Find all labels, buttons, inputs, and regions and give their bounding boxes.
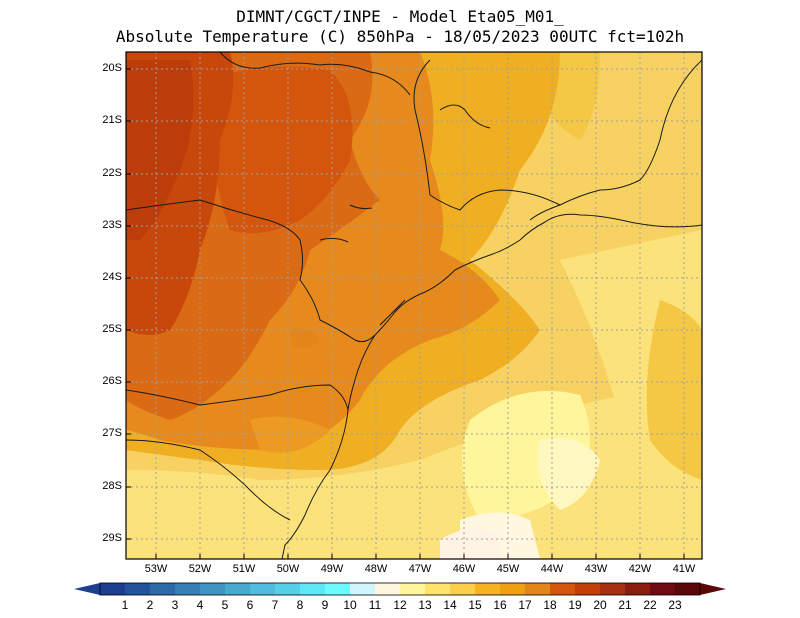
colorbar-swatch (675, 583, 701, 595)
colorbar-label: 18 (543, 598, 557, 612)
boundary-lines (126, 52, 702, 559)
axis-ticks (126, 68, 685, 559)
colorbar-swatch (300, 583, 326, 595)
colorbar-outline (99, 582, 701, 596)
colorbar-swatch (150, 583, 176, 595)
colorbar (74, 582, 726, 596)
colorbar-label: 1 (121, 598, 129, 612)
lon-label: 46W (452, 563, 476, 575)
colorbar-label: 19 (568, 598, 582, 612)
lat-label: 21S (102, 114, 122, 126)
colorbar-swatch (600, 583, 626, 595)
colorbar-swatch (275, 583, 301, 595)
map-grid (126, 52, 702, 559)
lat-label: 25S (102, 323, 122, 335)
colorbar-label: 20 (593, 598, 607, 612)
colorbar-swatch (175, 583, 201, 595)
lat-label: 26S (102, 375, 122, 387)
colorbar-swatch (425, 583, 451, 595)
colorbar-swatch (575, 583, 601, 595)
colorbar-swatch (325, 583, 351, 595)
colorbar-over-arrow (700, 583, 726, 595)
colorbar-swatch (650, 583, 676, 595)
colorbar-swatch (400, 583, 426, 595)
colorbar-swatch (450, 583, 476, 595)
colorbar-label: 16 (493, 598, 507, 612)
colorbar-swatch (200, 583, 226, 595)
colorbar-label: 5 (221, 598, 229, 612)
temperature-field (126, 52, 702, 559)
lon-label: 50W (276, 563, 300, 575)
lat-label: 27S (102, 427, 122, 439)
colorbar-swatch (375, 583, 401, 595)
colorbar-label: 11 (368, 598, 382, 612)
lat-label: 20S (102, 62, 122, 74)
lat-label: 29S (102, 532, 122, 544)
colorbar-label: 7 (271, 598, 279, 612)
colorbar-label: 6 (246, 598, 254, 612)
lon-label: 45W (496, 563, 520, 575)
colorbar-swatch (550, 583, 576, 595)
chart-title-line2: Absolute Temperature (C) 850hPa - 18/05/… (115, 27, 685, 46)
map-frame (125, 51, 703, 560)
colorbar-label: 9 (321, 598, 329, 612)
colorbar-label: 22 (643, 598, 657, 612)
lat-label: 23S (102, 219, 122, 231)
lon-label: 43W (584, 563, 608, 575)
colorbar-label: 10 (343, 598, 357, 612)
colorbar-swatch (250, 583, 276, 595)
colorbar-swatch (125, 583, 151, 595)
lon-label: 48W (364, 563, 388, 575)
lat-label: 28S (102, 480, 122, 492)
colorbar-swatch (100, 583, 126, 595)
colorbar-label: 14 (443, 598, 457, 612)
colorbar-swatch (475, 583, 501, 595)
lon-label: 51W (232, 563, 256, 575)
lon-label: 44W (540, 563, 564, 575)
colorbar-label: 23 (668, 598, 682, 612)
colorbar-label: 8 (296, 598, 304, 612)
colorbar-swatch (225, 583, 251, 595)
colorbar-label: 13 (418, 598, 432, 612)
colorbar-swatch (625, 583, 651, 595)
colorbar-swatch (350, 583, 376, 595)
chart-title-line1: DIMNT/CGCT/INPE - Model Eta05_M01_ (236, 7, 564, 26)
lon-label: 49W (320, 563, 344, 575)
lon-label: 52W (188, 563, 212, 575)
lon-label: 42W (628, 563, 652, 575)
lat-label: 24S (102, 271, 122, 283)
colorbar-swatch (500, 583, 526, 595)
colorbar-label: 21 (618, 598, 632, 612)
lon-label: 41W (672, 563, 696, 575)
colorbar-label: 2 (146, 598, 154, 612)
colorbar-label: 4 (196, 598, 204, 612)
colorbar-label: 3 (171, 598, 179, 612)
colorbar-label: 12 (393, 598, 407, 612)
lon-label: 53W (144, 563, 168, 575)
colorbar-swatch (525, 583, 551, 595)
lon-label: 47W (408, 563, 432, 575)
lat-label: 22S (102, 167, 122, 179)
colorbar-under-arrow (74, 583, 100, 595)
colorbar-label: 15 (468, 598, 482, 612)
colorbar-label: 17 (518, 598, 532, 612)
